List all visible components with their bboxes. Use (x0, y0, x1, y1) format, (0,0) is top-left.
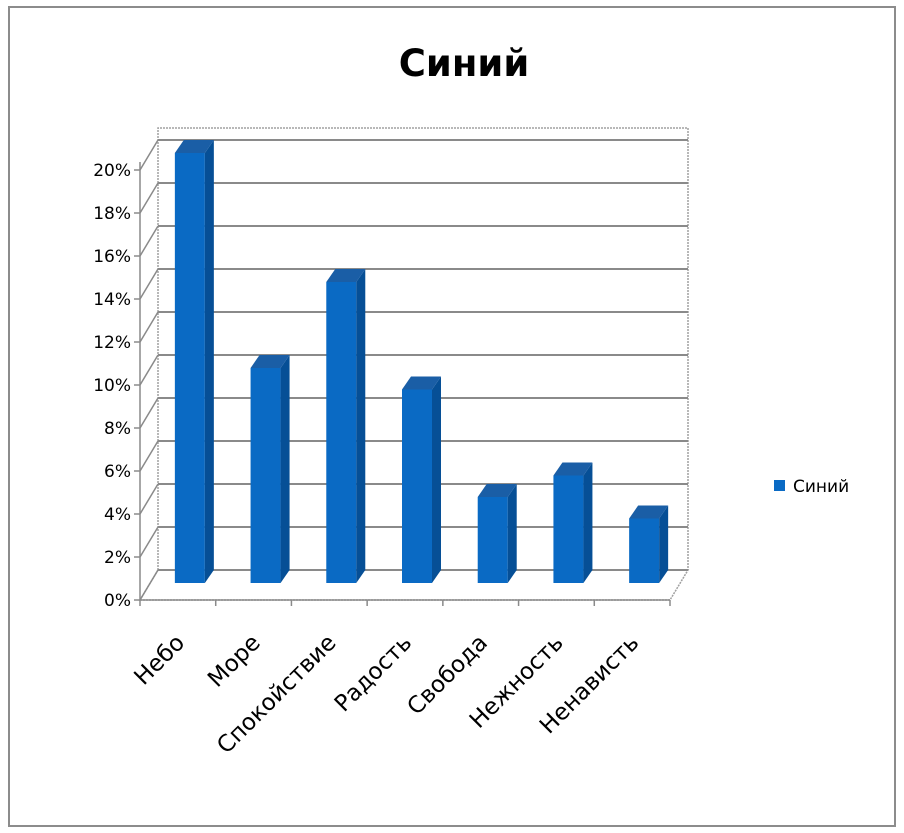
category-label: Небо (129, 630, 190, 691)
chart-title: Синий (399, 42, 530, 85)
gridline-depth (139, 569, 159, 601)
y-tick-label: 16% (93, 247, 131, 267)
bar (402, 376, 441, 583)
gridline-depth (139, 526, 159, 558)
bar-top (553, 462, 593, 476)
gridline-depth (139, 139, 159, 171)
bar-top (326, 269, 366, 282)
y-tick-label: 12% (93, 333, 131, 353)
bar-front (402, 389, 432, 583)
y-tick-labels: 0% 2% 4% 6% 8% 10% 12% 14% 16% 18% 20% (93, 161, 131, 611)
y-tick-label: 14% (93, 290, 131, 310)
bar (477, 484, 517, 583)
bar (326, 269, 366, 583)
y-tick-label: 18% (93, 204, 131, 224)
bar-top (250, 355, 290, 368)
back-wall (157, 127, 689, 570)
y-tick-label: 8% (104, 419, 131, 439)
bar-front (174, 153, 205, 583)
y-tick-label: 0% (104, 591, 131, 611)
bar-front (553, 475, 584, 583)
gridline-depth (139, 182, 159, 214)
bar-top (402, 376, 441, 390)
bar-front (250, 368, 281, 583)
bar-front (477, 497, 508, 583)
axes (134, 162, 671, 606)
bar-top (477, 484, 517, 497)
y-tick-label: 2% (104, 548, 131, 568)
bars (174, 140, 669, 583)
category-label: Море (203, 630, 266, 693)
bar-side (583, 462, 593, 583)
gridline-depth (139, 354, 159, 386)
y-tick-label: 4% (104, 505, 131, 525)
gridline-depth (139, 268, 159, 300)
bar-front (326, 282, 357, 583)
legend-swatch (774, 480, 785, 491)
bar-side (659, 505, 669, 583)
bar-front (629, 518, 660, 583)
bar (629, 505, 669, 583)
bar-side (432, 376, 441, 583)
gridline-depth (139, 225, 159, 257)
bar-side (204, 140, 214, 583)
bar-top (174, 140, 214, 153)
y-tick-label: 10% (93, 376, 131, 396)
bar-side (280, 355, 290, 583)
bar-side (507, 484, 517, 583)
gridline-depth (139, 397, 159, 429)
gridline-depth (139, 440, 159, 472)
bar (250, 355, 290, 583)
y-tick-label: 20% (93, 161, 131, 181)
y-tick-label: 6% (104, 462, 131, 482)
bar (553, 462, 593, 583)
bar-side (356, 269, 366, 583)
bar (174, 140, 214, 583)
legend-label: Синий (793, 477, 849, 497)
category-labels: Небо МореСпокойствиеРадостьСвободаНежност… (129, 630, 644, 759)
legend: Синий (774, 477, 849, 497)
gridline-depth (139, 311, 159, 343)
bar-top (629, 505, 669, 519)
gridline-depth (139, 483, 159, 515)
